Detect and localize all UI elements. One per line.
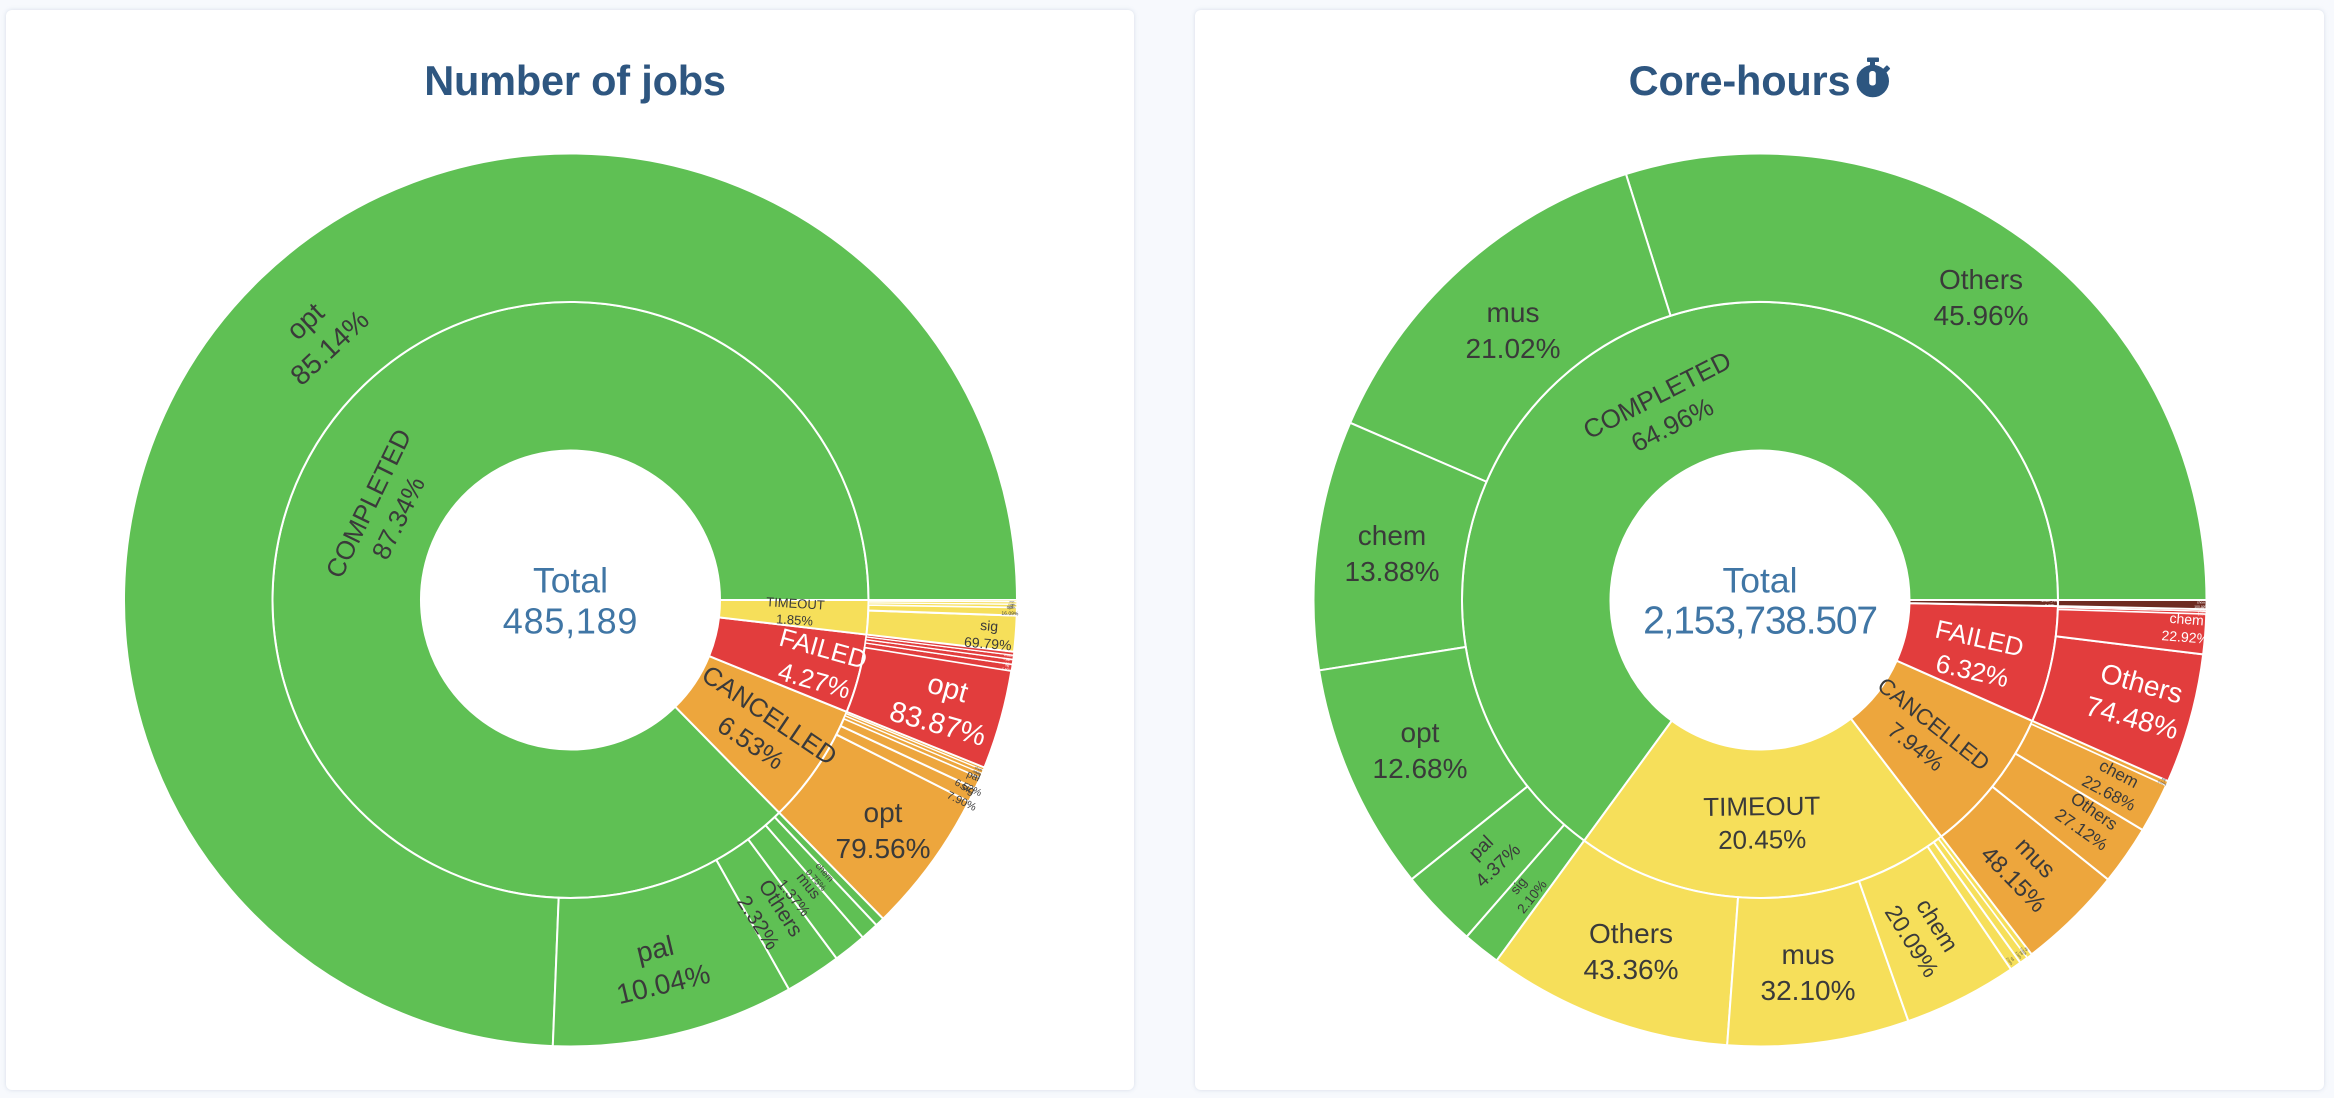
svg-text:sig0.95%: sig0.95% xyxy=(2019,944,2031,956)
svg-text:sig69.79%: sig69.79% xyxy=(964,616,1014,653)
svg-text:chem2.93%: chem2.93% xyxy=(1004,649,1014,658)
svg-text:mus1.50%: mus1.50% xyxy=(2198,608,2207,616)
svg-text:chem2.00%: chem2.00% xyxy=(972,765,984,776)
svg-text:sig5.50%: sig5.50% xyxy=(1002,663,1012,672)
svg-text:mus3.50%: mus3.50% xyxy=(1003,653,1013,662)
svg-text:pal6.00%: pal6.00% xyxy=(1008,603,1016,609)
svg-text:mus2.52%: mus2.52% xyxy=(970,769,982,780)
svg-text:Total: Total xyxy=(1723,560,1798,600)
svg-text:NODE_FAIL0.33%: NODE_FAIL0.33% xyxy=(2041,599,2060,608)
svg-text:chem22.92%: chem22.92% xyxy=(2161,609,2211,646)
svg-text:485,189: 485,189 xyxy=(503,601,638,642)
svg-text:opt16.09%: opt16.09% xyxy=(1001,604,1019,617)
svg-text:TIMEOUT20.45%: TIMEOUT20.45% xyxy=(1703,791,1821,856)
svg-text:2,153,738.507: 2,153,738.507 xyxy=(1643,600,1877,643)
svg-text:pal1.50%: pal1.50% xyxy=(2014,948,2026,960)
svg-text:FAILED6.32%: FAILED6.32% xyxy=(1925,614,2026,695)
svg-text:chem100.00%: chem100.00% xyxy=(2194,600,2207,608)
svg-text:pal4.20%: pal4.20% xyxy=(1003,657,1013,666)
svg-text:opt2.00%: opt2.00% xyxy=(2005,954,2016,966)
svg-text:sig2.05%: sig2.05% xyxy=(2157,776,2169,787)
svg-text:opt1.10%: opt1.10% xyxy=(2198,606,2207,614)
svg-text:TIMEOUT1.85%: TIMEOUT1.85% xyxy=(765,594,825,629)
svg-text:Total: Total xyxy=(533,560,608,600)
